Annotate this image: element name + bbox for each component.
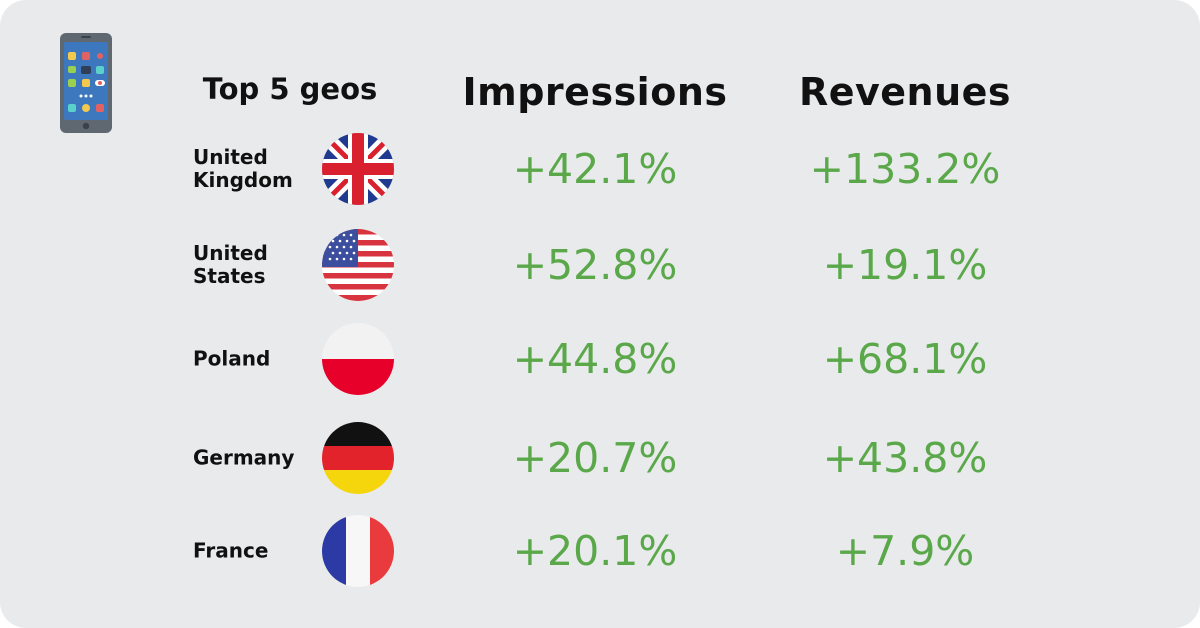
country-name: United Kingdom xyxy=(193,145,293,192)
revenues-value: +133.2% xyxy=(809,145,1001,193)
revenues-value: +68.1% xyxy=(822,335,988,383)
revenues-value: +43.8% xyxy=(822,434,988,482)
poland-flag-icon xyxy=(322,323,394,395)
impressions-value: +42.1% xyxy=(512,145,678,193)
country-name: France xyxy=(193,538,269,563)
geo-row-poland: Poland +44.8% +68.1% xyxy=(0,319,1200,399)
geo-row-united-kingdom: United Kingdom +42.1% +133.2% xyxy=(0,129,1200,209)
revenues-value: +7.9% xyxy=(835,527,975,575)
geo-row-france: France +20.1% +7.9% xyxy=(0,511,1200,591)
impressions-value: +20.1% xyxy=(512,527,678,575)
france-flag-icon xyxy=(322,515,394,587)
impressions-value: +52.8% xyxy=(512,241,678,289)
impressions-value: +20.7% xyxy=(512,434,678,482)
top-geos-heading: Top 5 geos xyxy=(202,72,378,106)
geo-row-germany: Germany +20.7% +43.8% xyxy=(0,418,1200,498)
impressions-value: +44.8% xyxy=(512,335,678,383)
revenues-value: +19.1% xyxy=(822,241,988,289)
country-name: United States xyxy=(193,241,268,288)
geo-row-united-states: United States xyxy=(0,225,1200,305)
us-flag-icon xyxy=(322,229,394,301)
country-name: Poland xyxy=(193,346,271,371)
country-name: Germany xyxy=(193,445,295,470)
germany-flag-icon xyxy=(322,422,394,494)
revenues-heading: Revenues xyxy=(798,70,1012,114)
uk-flag-icon xyxy=(322,133,394,205)
smartphone-icon xyxy=(58,32,114,134)
impressions-heading: Impressions xyxy=(462,70,728,114)
